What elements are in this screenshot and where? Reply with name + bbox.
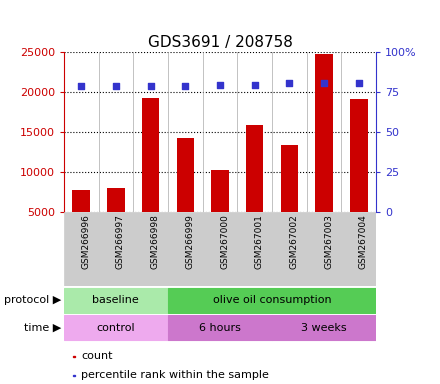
Text: protocol ▶: protocol ▶ [4, 295, 62, 305]
Point [286, 80, 293, 86]
Text: GSM266997: GSM266997 [116, 214, 125, 269]
Text: time ▶: time ▶ [24, 323, 62, 333]
Bar [168, 212, 203, 286]
Text: percentile rank within the sample: percentile rank within the sample [81, 370, 269, 381]
Point [321, 80, 328, 86]
Bar [272, 316, 376, 340]
Bar [168, 316, 272, 340]
Bar [307, 212, 341, 286]
Bar [64, 288, 168, 313]
Text: baseline: baseline [92, 295, 139, 305]
Point [112, 83, 119, 89]
Bar [246, 125, 264, 212]
Text: 6 hours: 6 hours [199, 323, 241, 333]
Text: GSM266998: GSM266998 [150, 214, 160, 269]
Text: 3 weeks: 3 weeks [301, 323, 347, 333]
Text: GSM266999: GSM266999 [185, 214, 194, 269]
Point [182, 83, 189, 89]
Point [77, 83, 84, 89]
Text: control: control [96, 323, 135, 333]
Text: count: count [81, 351, 113, 361]
Bar [73, 190, 90, 212]
Bar [350, 99, 367, 212]
Bar [133, 212, 168, 286]
Bar [272, 212, 307, 286]
Point [251, 82, 258, 88]
Text: GSM267002: GSM267002 [290, 214, 298, 268]
Bar [73, 356, 75, 357]
Text: GSM267000: GSM267000 [220, 214, 229, 269]
Point [356, 80, 363, 86]
Bar [237, 212, 272, 286]
Text: GSM267003: GSM267003 [324, 214, 333, 269]
Text: GSM267001: GSM267001 [255, 214, 264, 269]
Bar [315, 54, 333, 212]
Bar [107, 189, 125, 212]
Bar [168, 288, 376, 313]
Text: GSM266996: GSM266996 [81, 214, 90, 269]
Point [216, 82, 224, 88]
Bar [341, 212, 376, 286]
Bar [73, 375, 75, 376]
Bar [281, 146, 298, 212]
Point [147, 83, 154, 89]
Bar [64, 316, 168, 340]
Text: olive oil consumption: olive oil consumption [213, 295, 331, 305]
Text: GSM267004: GSM267004 [359, 214, 368, 268]
Bar [176, 138, 194, 212]
Bar [203, 212, 237, 286]
Bar [99, 212, 133, 286]
Bar [142, 98, 159, 212]
Bar [211, 170, 229, 212]
Title: GDS3691 / 208758: GDS3691 / 208758 [147, 35, 293, 50]
Bar [64, 212, 99, 286]
